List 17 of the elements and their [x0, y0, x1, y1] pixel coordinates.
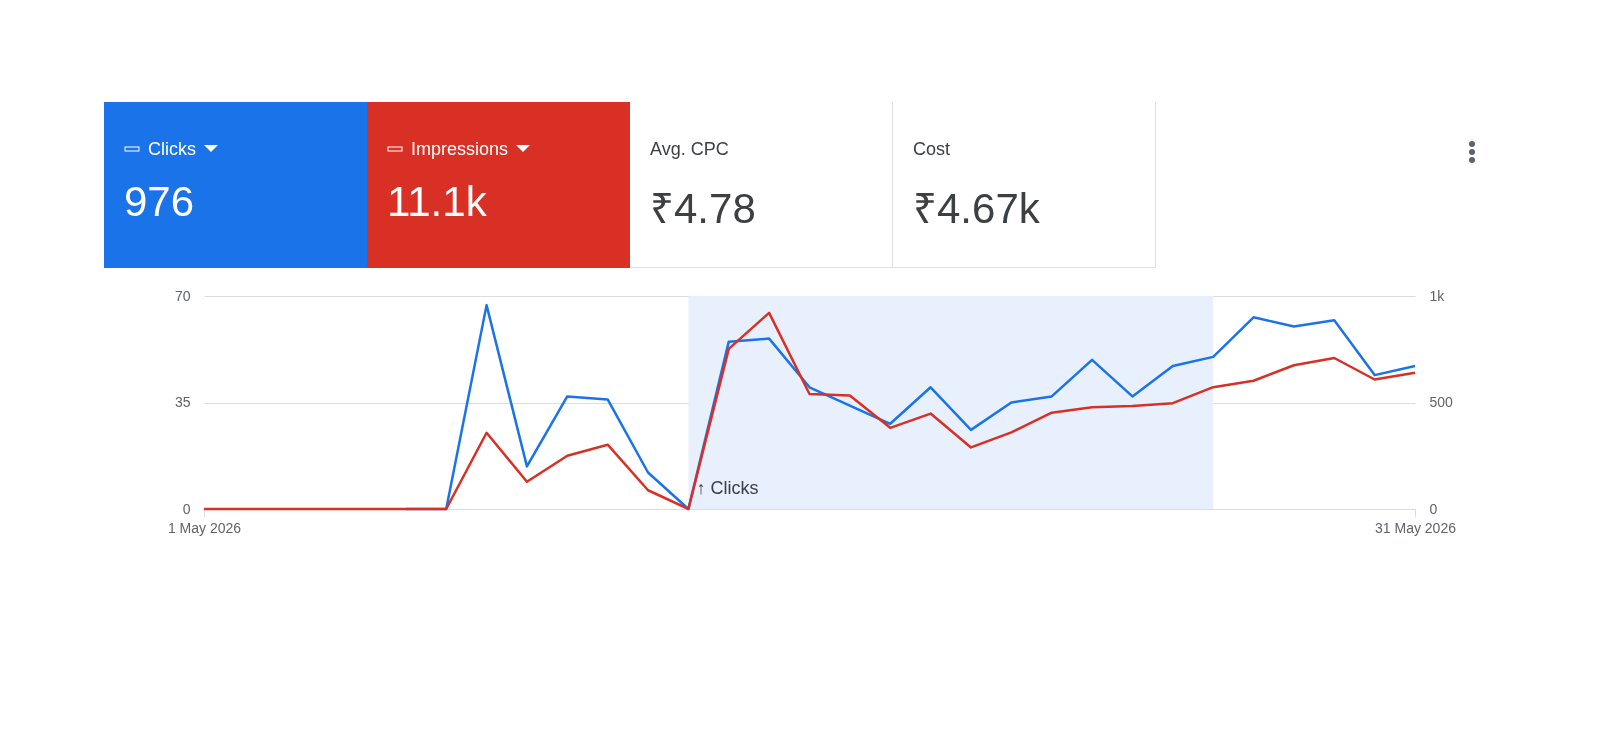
y2-tick-label: 500 [1429, 394, 1454, 410]
y2-tick-label: 0 [1429, 500, 1438, 517]
x-tick-label: 31 May 2026 [1375, 519, 1457, 536]
legend-label: Clicks [148, 138, 196, 160]
text: ₹4.67k [913, 184, 1041, 234]
annotation: ↑ Clicks [696, 477, 759, 498]
y2-tick-label: 1k [1429, 287, 1446, 304]
text: Cost [913, 138, 951, 160]
y-tick-label: 70 [174, 287, 191, 304]
y-tick-label: 0 [182, 500, 191, 517]
text: Avg. CPC [650, 138, 730, 160]
text: 11.1k [387, 178, 488, 226]
x-tick-label: 1 May 2026 [167, 519, 242, 536]
y-tick-label: 35 [174, 394, 191, 410]
legend-label: Impressions [411, 138, 509, 160]
text: 976 [124, 178, 196, 226]
text: ₹4.78 [650, 184, 757, 234]
